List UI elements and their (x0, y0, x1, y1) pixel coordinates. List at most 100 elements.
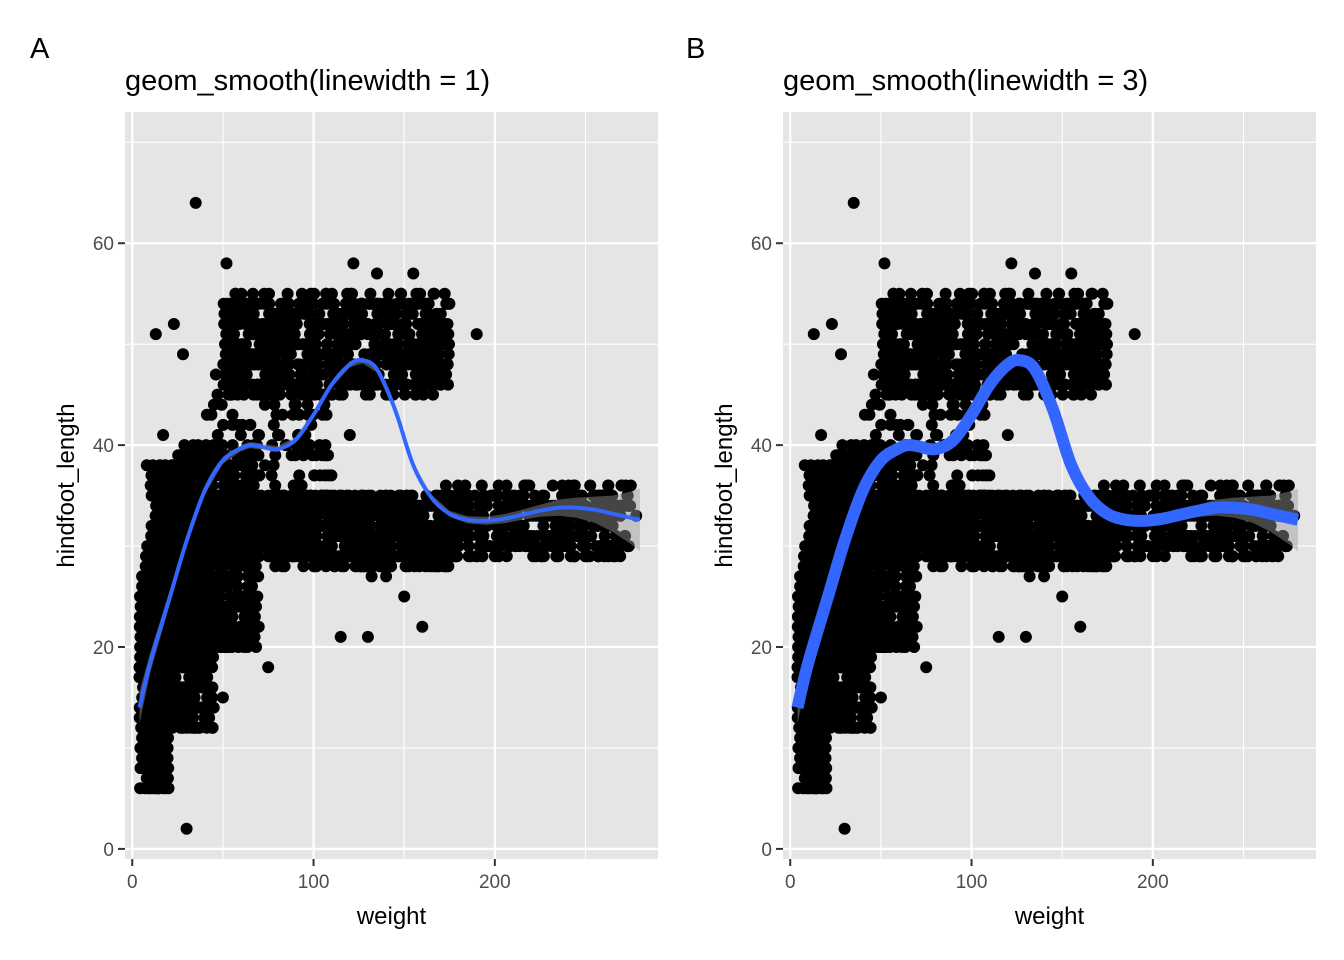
data-point (200, 560, 213, 573)
data-point (270, 378, 283, 391)
data-point (150, 711, 163, 724)
data-point (201, 671, 214, 684)
data-point (233, 519, 245, 532)
data-point (148, 540, 161, 553)
data-point (154, 550, 166, 563)
data-point (355, 509, 368, 522)
data-point (192, 439, 205, 452)
data-point (288, 398, 301, 411)
data-point (260, 388, 273, 401)
data-point (188, 630, 201, 643)
data-point (805, 519, 817, 532)
data-point (218, 560, 231, 573)
data-point (133, 661, 146, 674)
data-point (562, 519, 575, 532)
data-point (298, 338, 311, 351)
data-point (390, 519, 403, 532)
data-point (213, 590, 226, 603)
data-point (295, 489, 307, 502)
data-point (146, 489, 159, 502)
data-point (303, 519, 316, 532)
data-point (157, 499, 170, 512)
data-point (133, 711, 146, 724)
x-tick-label: 0 (127, 872, 138, 893)
data-point (807, 752, 820, 765)
data-point (530, 550, 542, 563)
data-point (239, 620, 252, 633)
data-point (228, 600, 241, 613)
data-point (282, 297, 295, 310)
data-point (166, 721, 179, 734)
data-point (355, 489, 368, 502)
data-point (210, 580, 223, 593)
data-point (361, 550, 374, 563)
data-point (277, 550, 289, 563)
data-point (200, 509, 213, 522)
data-point (518, 479, 531, 492)
data-point (149, 610, 162, 623)
data-point (293, 469, 306, 482)
data-point (301, 398, 314, 411)
data-point (334, 519, 347, 532)
data-point (183, 459, 196, 472)
data-point (841, 671, 854, 684)
data-point (252, 429, 265, 441)
data-point (362, 378, 375, 391)
x-tick-label: 100 (298, 872, 330, 893)
data-point (310, 449, 323, 462)
data-point (355, 560, 368, 573)
data-point (272, 429, 284, 441)
data-point (334, 630, 347, 643)
data-point (234, 307, 246, 320)
x-tick-label: 200 (479, 872, 511, 893)
data-point (572, 519, 585, 532)
data-point (320, 408, 333, 421)
data-point (311, 509, 324, 522)
data-point (226, 590, 238, 603)
data-point (257, 519, 270, 532)
data-point (409, 509, 422, 522)
data-point (153, 721, 165, 734)
data-point (243, 509, 256, 522)
data-point (624, 479, 637, 492)
data-point (257, 297, 270, 310)
data-point (371, 307, 384, 320)
data-point (141, 600, 154, 613)
data-point (341, 338, 354, 351)
data-point (832, 681, 845, 694)
data-point (540, 540, 553, 553)
y-tick-label: 60 (93, 234, 114, 255)
data-point (424, 348, 437, 361)
data-point (212, 641, 225, 653)
data-point (201, 610, 214, 623)
data-point (808, 711, 821, 724)
data-point (444, 530, 457, 542)
data-point (226, 469, 239, 482)
data-point (361, 630, 374, 643)
data-point (861, 661, 874, 674)
data-point (149, 328, 162, 341)
data-point (398, 358, 411, 371)
data-point (197, 580, 210, 593)
data-point (344, 287, 357, 300)
data-point (287, 479, 300, 492)
data-point (258, 378, 271, 391)
data-point (317, 519, 330, 532)
data-point (812, 550, 824, 563)
data-point (149, 752, 162, 765)
data-point (332, 530, 345, 542)
y-tick-label: 0 (103, 840, 114, 861)
data-point (244, 358, 257, 371)
data-point (398, 590, 411, 603)
data-point (244, 530, 257, 542)
data-point (428, 287, 441, 300)
data-point (173, 711, 186, 724)
data-point (183, 610, 196, 623)
data-point (427, 388, 439, 401)
data-point (228, 620, 240, 633)
data-point (353, 368, 366, 381)
data-point (247, 328, 260, 341)
data-point (834, 721, 847, 734)
data-point (811, 469, 824, 482)
